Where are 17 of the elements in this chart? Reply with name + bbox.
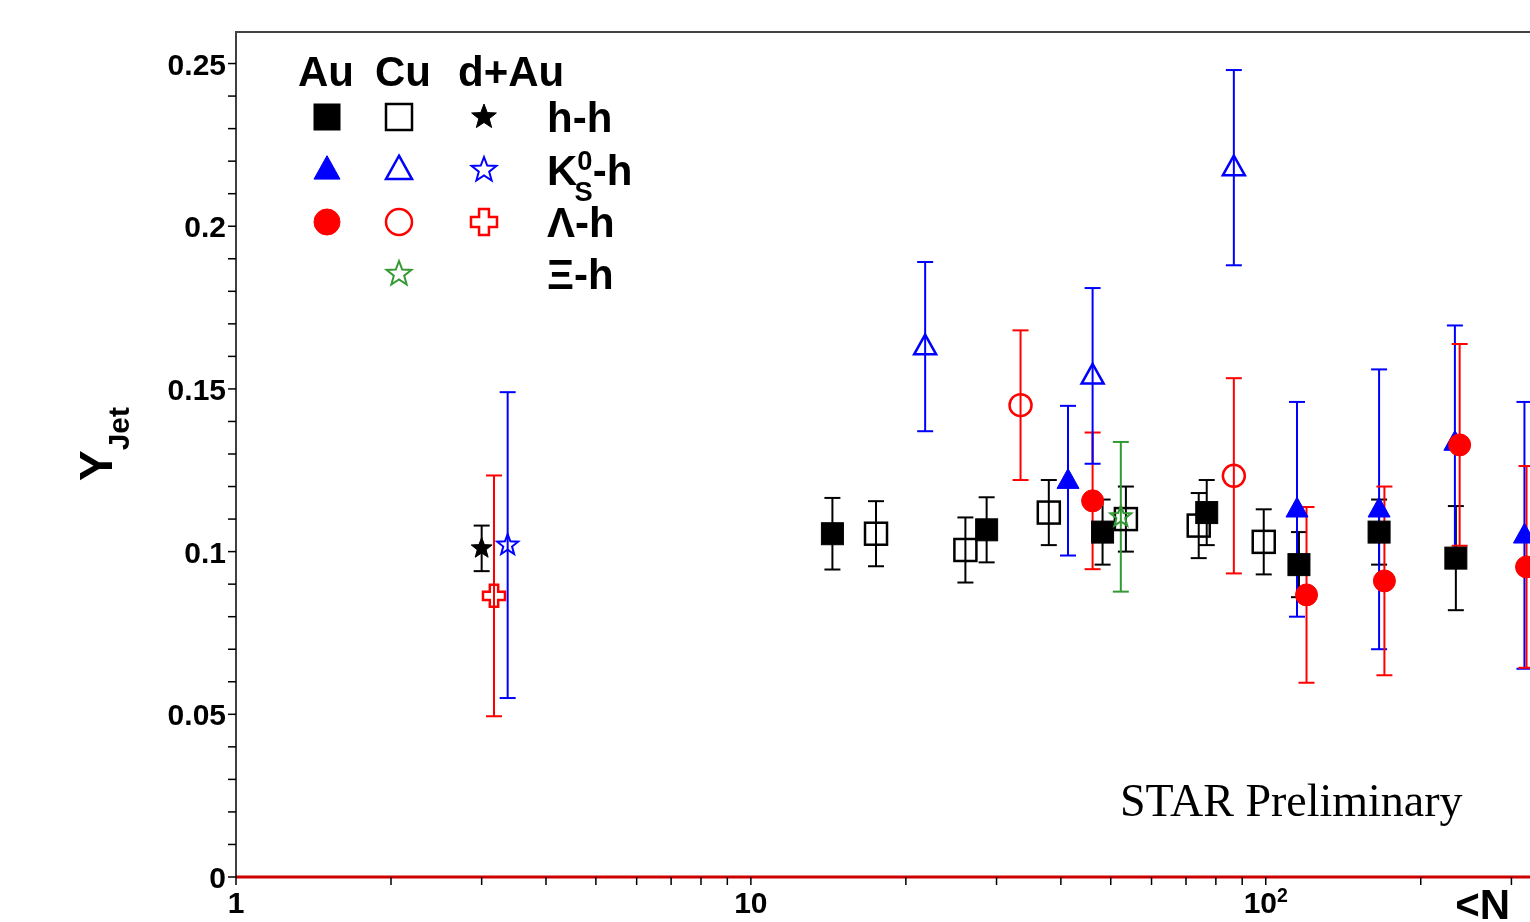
x-tick-label: 1 <box>227 886 245 919</box>
annotation: K$^{0}$$_{S}$-h <box>547 144 633 207</box>
annotation: Cu <box>375 48 431 95</box>
y-tick-label: 0 <box>209 861 226 894</box>
x-tick-label: 10 <box>734 886 768 919</box>
annotation: h-h <box>547 94 613 141</box>
y-tick-label: 0.15 <box>167 372 226 406</box>
annotation: d+Au <box>458 48 565 95</box>
annotation: STAR Preliminary <box>1120 775 1463 826</box>
annotation: Au <box>298 48 354 95</box>
x-tick-label: 10$^{2}$ <box>1243 884 1289 919</box>
y-tick-label: 0.05 <box>167 698 226 732</box>
y-tick-label: 0.1 <box>184 535 226 569</box>
annotation: Ξ-h <box>547 251 614 298</box>
y-tick-label: 0.2 <box>184 210 226 244</box>
x-axis-title: <N <box>1455 881 1510 922</box>
y-tick-label: 0.25 <box>167 47 226 81</box>
